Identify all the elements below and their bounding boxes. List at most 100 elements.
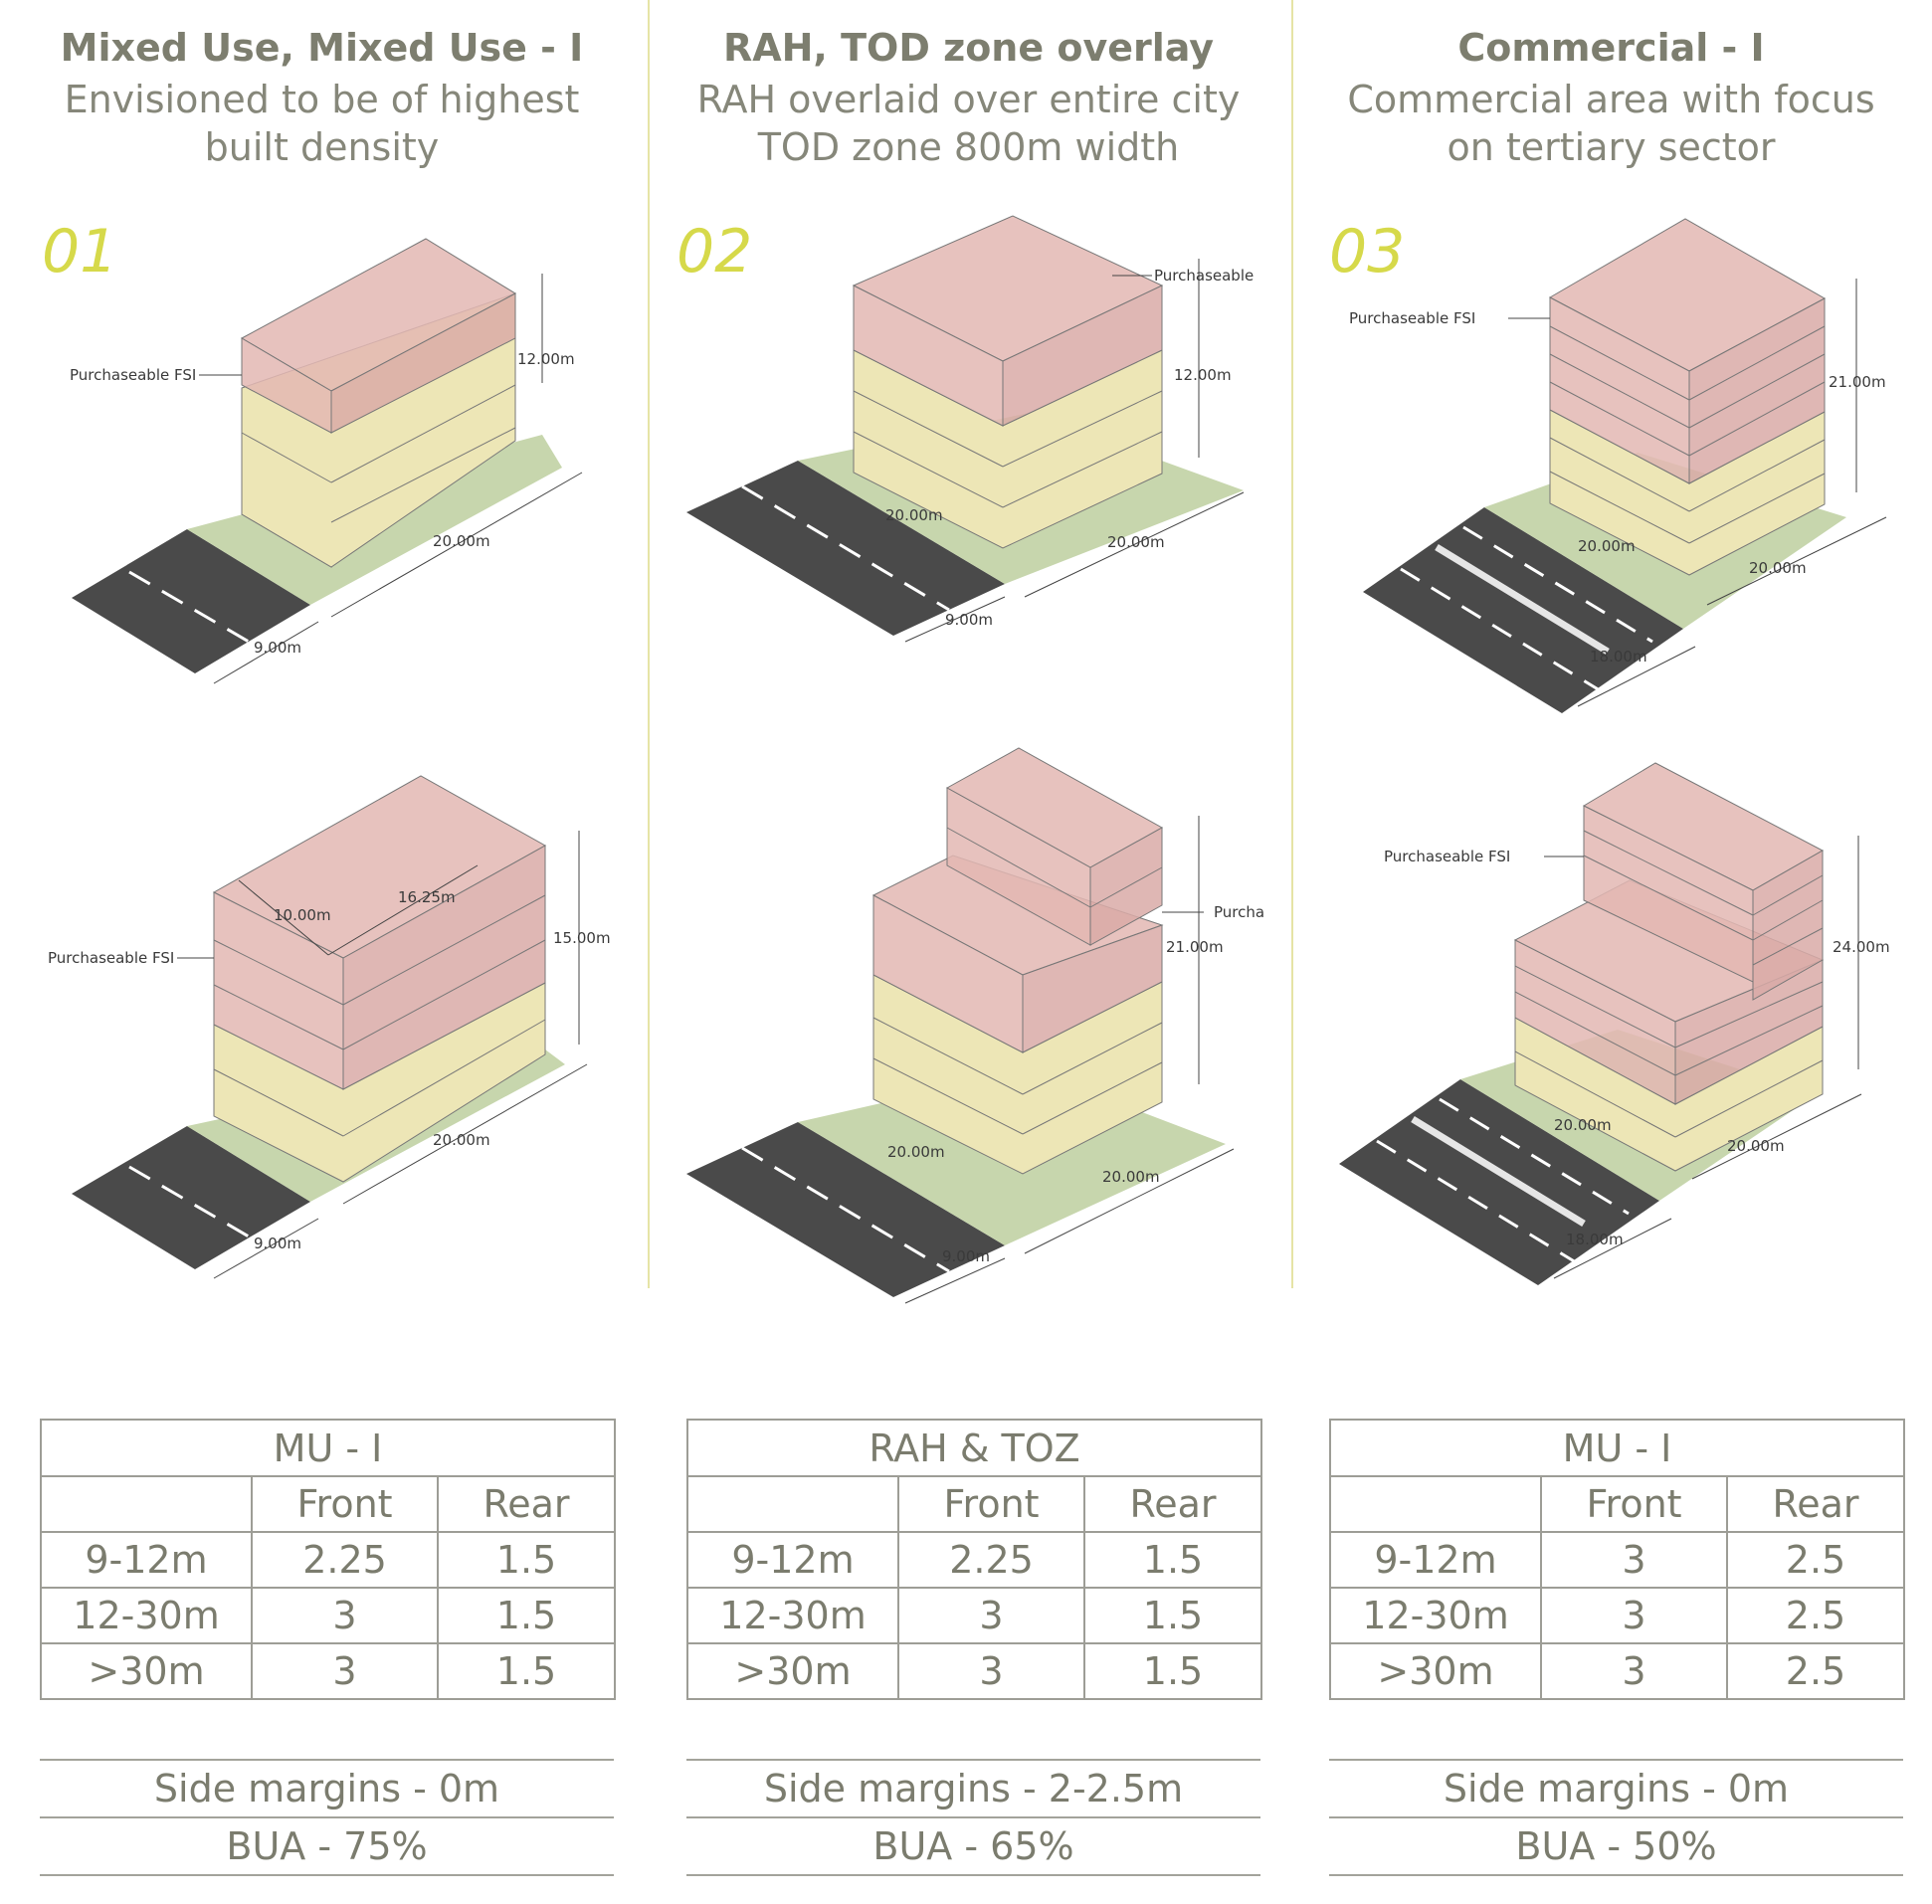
floor-line (213, 984, 344, 1050)
table-cell: 3 (1540, 1642, 1728, 1700)
table-cell: 1.5 (436, 1531, 617, 1589)
road (1339, 1079, 1659, 1285)
table-row: 9-12m 2.25 1.5 (40, 1531, 617, 1589)
floor-line (1514, 965, 1676, 1048)
depth-label: 20.00m (1107, 533, 1165, 551)
floor-line (241, 432, 332, 483)
column-subtitle: Envisioned to be of highest built densit… (64, 78, 580, 169)
column-divider (648, 0, 650, 1288)
fsi-volume-lower-side (1022, 924, 1163, 1053)
table-cell: 1.5 (436, 1587, 617, 1644)
road-median (1435, 544, 1610, 655)
table-row: 9-12m 2.25 1.5 (686, 1531, 1263, 1589)
fsi-label: Purchaseable (1154, 267, 1254, 285)
table-cell: >30m (40, 1642, 253, 1700)
column-title: RAH, TOD zone overlay (722, 26, 1215, 70)
floor-line (872, 1057, 1024, 1135)
road-width-label: 18.00m (1566, 1231, 1624, 1248)
road-width-label: 9.00m (254, 639, 301, 657)
floor-line (1514, 991, 1676, 1076)
depth-label: 20.00m (1102, 1168, 1160, 1186)
floor-line (1688, 353, 1826, 429)
table-header: Front (897, 1475, 1085, 1533)
dimension-line (238, 879, 329, 956)
dimension-line (213, 1218, 319, 1279)
column-number: 03 (1329, 217, 1406, 286)
column-subtitle: RAH overlaid over entire city TOD zone 8… (696, 78, 1241, 169)
dimension-line (1691, 1093, 1862, 1180)
floor-line (342, 894, 546, 1006)
road-marking (1376, 1139, 1577, 1264)
height-label: 12.00m (517, 350, 575, 368)
dimension-line (327, 864, 479, 956)
column-divider (1291, 0, 1293, 1288)
floor-line (1688, 473, 1826, 544)
table-cell: 3 (1540, 1587, 1728, 1644)
table-cell: 2.25 (251, 1531, 439, 1589)
depth-label: 20.00m (433, 1131, 490, 1149)
floor-line (1674, 1059, 1824, 1138)
floor-line (330, 384, 516, 483)
bua: BUA - 65% (686, 1818, 1260, 1876)
floor-line (946, 827, 1091, 908)
fsi-label: Purchaseable FSI (1349, 309, 1475, 327)
fsi-label: Purcha (1214, 903, 1264, 921)
column-commercial: Commercial - I Commercial area with focu… (1289, 0, 1932, 1904)
floor-line (1674, 1005, 1824, 1076)
depth-label: 20.00m (1749, 559, 1807, 577)
road-marking (1462, 525, 1653, 644)
fsi-volume-side (342, 845, 546, 1090)
road (1363, 507, 1683, 713)
floor-line (213, 939, 344, 1006)
table-cell: 2.5 (1725, 1587, 1906, 1644)
table-cell: 1.5 (1082, 1587, 1263, 1644)
table-header (1329, 1475, 1542, 1533)
massing-diagram-top: Purchaseable 12.00m 20.00m 20.00m 9.00m (686, 215, 1254, 643)
setback-table: RAH & TOZ Front Rear 9-12m 2.25 1.5 12-3… (685, 1419, 1263, 1700)
table-cell: >30m (1329, 1642, 1542, 1700)
floor-line (213, 1068, 344, 1137)
column-number: 02 (676, 217, 753, 286)
width-label: 20.00m (1578, 537, 1636, 555)
dimension-line (330, 472, 583, 618)
table-heading: MU - I (39, 1419, 617, 1477)
fsi-label: Purchaseable FSI (70, 366, 196, 384)
side-margins: Side margins - 2-2.5m (686, 1759, 1260, 1818)
table-cell: 12-30m (40, 1587, 253, 1644)
column-title: Commercial - I (1457, 26, 1765, 70)
floor-line (1022, 1022, 1163, 1095)
road-marking (128, 570, 250, 644)
fsi-volume-upper-side (1089, 827, 1163, 946)
bua: BUA - 75% (40, 1818, 614, 1876)
table-cell: 3 (1540, 1531, 1728, 1589)
table-cell: >30m (686, 1642, 899, 1700)
fsi-volume-upper-side (1752, 850, 1824, 1001)
side-margins: Side margins - 0m (40, 1759, 614, 1818)
dimension-line (904, 596, 1006, 643)
column-title: Mixed Use, Mixed Use - I (60, 26, 584, 70)
road-width-label: 9.00m (942, 1247, 990, 1265)
floor-line (1514, 1050, 1676, 1138)
height-label: 21.00m (1829, 373, 1886, 391)
table-cell: 9-12m (686, 1531, 899, 1589)
table-cell: 3 (897, 1642, 1085, 1700)
depth-label: 20.00m (433, 532, 490, 550)
table-row: >30m 3 2.5 (1329, 1642, 1906, 1700)
dimension-line (1577, 646, 1696, 707)
width-label: 20.00m (885, 506, 943, 524)
floor-line (330, 427, 516, 523)
table-header (40, 1475, 253, 1533)
massing-diagram-bottom: Purcha 21.00m 20.00m 20.00m 9.00m (686, 747, 1264, 1304)
height-label: 24.00m (1833, 938, 1890, 956)
table-cell: 12-30m (686, 1587, 899, 1644)
table-cell: 12-30m (1329, 1587, 1542, 1644)
table-row: 12-30m 3 1.5 (40, 1587, 617, 1644)
floor-line (1674, 981, 1824, 1048)
depth-label: 20.00m (1727, 1137, 1785, 1155)
road-width-label: 9.00m (945, 611, 993, 629)
floor-line (1549, 471, 1690, 544)
table-header: Rear (436, 1475, 617, 1533)
fsi-volume-side (1002, 285, 1163, 427)
table-cell: 1.5 (1082, 1642, 1263, 1700)
road-marking (741, 484, 950, 612)
